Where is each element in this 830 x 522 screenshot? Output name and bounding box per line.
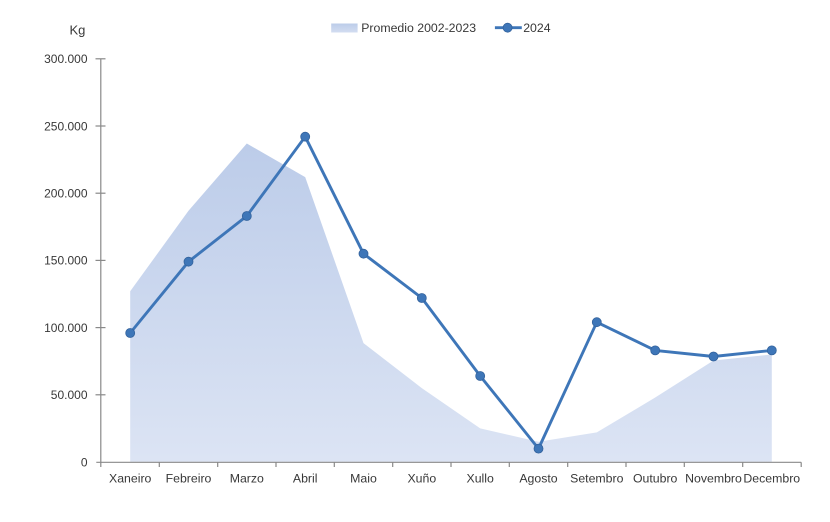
svg-text:0: 0	[81, 456, 88, 470]
svg-text:Novembro: Novembro	[685, 472, 742, 486]
svg-text:200.000: 200.000	[44, 187, 88, 201]
svg-text:Promedio 2002-2023: Promedio 2002-2023	[361, 21, 476, 35]
svg-text:Xuño: Xuño	[407, 472, 436, 486]
svg-text:Agosto: Agosto	[519, 472, 557, 486]
svg-text:2024: 2024	[523, 21, 551, 35]
svg-text:Abril: Abril	[293, 472, 318, 486]
svg-text:150.000: 150.000	[44, 254, 88, 268]
svg-text:Marzo: Marzo	[230, 472, 264, 486]
svg-text:300.000: 300.000	[44, 52, 88, 66]
svg-text:Setembro: Setembro	[570, 472, 623, 486]
svg-text:Febreiro: Febreiro	[166, 472, 212, 486]
svg-text:Decembro: Decembro	[743, 472, 800, 486]
svg-text:250.000: 250.000	[44, 119, 88, 133]
svg-text:50.000: 50.000	[51, 388, 88, 402]
svg-text:Maio: Maio	[350, 472, 377, 486]
svg-text:Outubro: Outubro	[633, 472, 678, 486]
svg-text:Kg: Kg	[70, 23, 86, 38]
svg-text:100.000: 100.000	[44, 321, 88, 335]
svg-text:Xullo: Xullo	[467, 472, 495, 486]
svg-text:Xaneiro: Xaneiro	[109, 472, 152, 486]
